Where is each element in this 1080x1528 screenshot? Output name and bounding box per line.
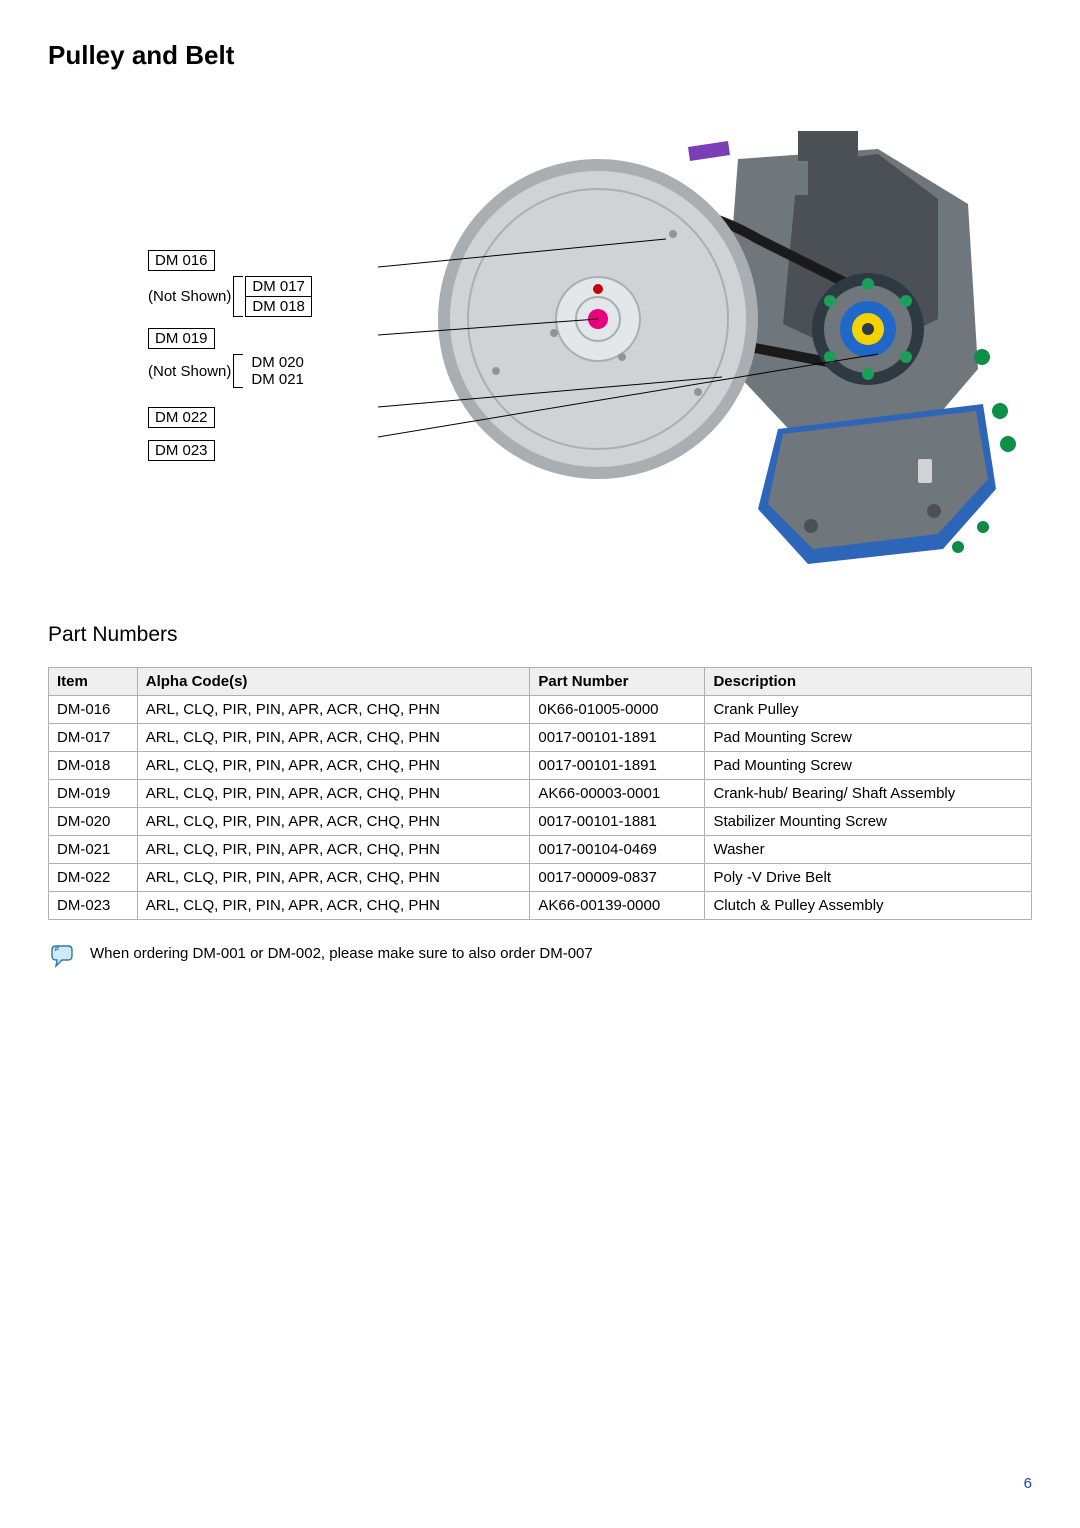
table-cell-part: AK66-00139-0000 (530, 892, 705, 920)
label-dm017: DM 017 (245, 276, 312, 296)
table-cell-desc: Poly -V Drive Belt (705, 864, 1032, 892)
note-row: When ordering DM-001 or DM-002, please m… (48, 942, 1032, 968)
table-cell-item: DM-020 (49, 808, 138, 836)
table-row: DM-019ARL, CLQ, PIR, PIN, APR, ACR, CHQ,… (49, 780, 1032, 808)
table-cell-part: 0017-00101-1891 (530, 724, 705, 752)
table-cell-desc: Stabilizer Mounting Screw (705, 808, 1032, 836)
table-cell-part: 0017-00009-0837 (530, 864, 705, 892)
table-row: DM-023ARL, CLQ, PIR, PIN, APR, ACR, CHQ,… (49, 892, 1032, 920)
note-icon (48, 942, 76, 968)
table-row: DM-021ARL, CLQ, PIR, PIN, APR, ACR, CHQ,… (49, 836, 1032, 864)
label-dm022: DM 022 (148, 407, 215, 428)
table-cell-item: DM-016 (49, 696, 138, 724)
table-cell-codes: ARL, CLQ, PIR, PIN, APR, ACR, CHQ, PHN (137, 892, 530, 920)
table-cell-desc: Crank Pulley (705, 696, 1032, 724)
table-row: DM-022ARL, CLQ, PIR, PIN, APR, ACR, CHQ,… (49, 864, 1032, 892)
label-dm019: DM 019 (148, 328, 215, 349)
table-cell-item: DM-019 (49, 780, 138, 808)
table-cell-part: AK66-00003-0001 (530, 780, 705, 808)
table-cell-item: DM-021 (49, 836, 138, 864)
table-cell-item: DM-023 (49, 892, 138, 920)
figure-row: DM 016 (Not Shown) DM 017 DM 018 DM 019 … (48, 109, 1032, 579)
col-part: Part Number (530, 668, 705, 696)
table-cell-desc: Crank-hub/ Bearing/ Shaft Assembly (705, 780, 1032, 808)
table-row: DM-018ARL, CLQ, PIR, PIN, APR, ACR, CHQ,… (49, 752, 1032, 780)
table-cell-codes: ARL, CLQ, PIR, PIN, APR, ACR, CHQ, PHN (137, 864, 530, 892)
callout-labels: DM 016 (Not Shown) DM 017 DM 018 DM 019 … (48, 109, 378, 466)
section-title: Part Numbers (48, 623, 1032, 647)
table-row: DM-020ARL, CLQ, PIR, PIN, APR, ACR, CHQ,… (49, 808, 1032, 836)
bracket-icon (233, 354, 243, 388)
table-header-row: Item Alpha Code(s) Part Number Descripti… (49, 668, 1032, 696)
table-row: DM-017ARL, CLQ, PIR, PIN, APR, ACR, CHQ,… (49, 724, 1032, 752)
table-cell-codes: ARL, CLQ, PIR, PIN, APR, ACR, CHQ, PHN (137, 696, 530, 724)
table-cell-codes: ARL, CLQ, PIR, PIN, APR, ACR, CHQ, PHN (137, 724, 530, 752)
table-cell-part: 0K66-01005-0000 (530, 696, 705, 724)
table-cell-desc: Pad Mounting Screw (705, 752, 1032, 780)
label-dm020: DM 020 (245, 354, 310, 371)
parts-table: Item Alpha Code(s) Part Number Descripti… (48, 667, 1032, 920)
table-cell-item: DM-022 (49, 864, 138, 892)
table-cell-desc: Clutch & Pulley Assembly (705, 892, 1032, 920)
table-cell-codes: ARL, CLQ, PIR, PIN, APR, ACR, CHQ, PHN (137, 808, 530, 836)
table-cell-desc: Washer (705, 836, 1032, 864)
table-cell-codes: ARL, CLQ, PIR, PIN, APR, ACR, CHQ, PHN (137, 780, 530, 808)
label-dm018: DM 018 (245, 296, 312, 317)
label-dm023: DM 023 (148, 440, 215, 461)
table-cell-codes: ARL, CLQ, PIR, PIN, APR, ACR, CHQ, PHN (137, 752, 530, 780)
note-text: When ordering DM-001 or DM-002, please m… (90, 942, 593, 962)
table-cell-item: DM-017 (49, 724, 138, 752)
table-cell-part: 0017-00104-0469 (530, 836, 705, 864)
exploded-illustration (378, 109, 1032, 579)
col-codes: Alpha Code(s) (137, 668, 530, 696)
table-cell-item: DM-018 (49, 752, 138, 780)
table-row: DM-016ARL, CLQ, PIR, PIN, APR, ACR, CHQ,… (49, 696, 1032, 724)
table-cell-part: 0017-00101-1881 (530, 808, 705, 836)
table-cell-codes: ARL, CLQ, PIR, PIN, APR, ACR, CHQ, PHN (137, 836, 530, 864)
table-cell-desc: Pad Mounting Screw (705, 724, 1032, 752)
page-number: 6 (1024, 1475, 1032, 1492)
not-shown-text-2: (Not Shown) (148, 364, 231, 379)
page-title: Pulley and Belt (48, 40, 1032, 71)
col-desc: Description (705, 668, 1032, 696)
col-item: Item (49, 668, 138, 696)
bracket-icon (233, 276, 243, 317)
label-dm021: DM 021 (245, 371, 310, 388)
label-dm016: DM 016 (148, 250, 215, 271)
not-shown-text: (Not Shown) (148, 289, 231, 304)
table-cell-part: 0017-00101-1891 (530, 752, 705, 780)
